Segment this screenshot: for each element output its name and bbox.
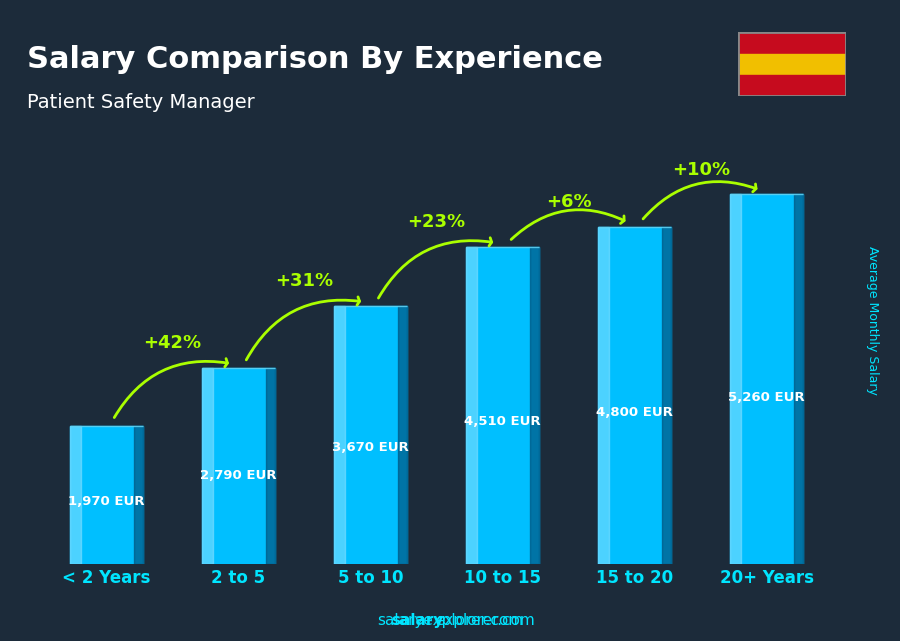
Text: salaryexplorer.com: salaryexplorer.com — [377, 613, 523, 628]
Bar — [202, 368, 274, 564]
Text: +10%: +10% — [671, 161, 730, 179]
Text: +42%: +42% — [143, 335, 202, 353]
Bar — [662, 227, 671, 564]
Bar — [398, 306, 407, 564]
Text: 3,670 EUR: 3,670 EUR — [332, 442, 409, 454]
Text: +6%: +6% — [545, 193, 591, 211]
Text: explorer.com: explorer.com — [435, 613, 535, 628]
Bar — [795, 194, 803, 564]
Text: Patient Safety Manager: Patient Safety Manager — [27, 93, 255, 112]
Bar — [134, 426, 142, 564]
Bar — [466, 247, 477, 564]
Text: +31%: +31% — [275, 272, 334, 290]
Bar — [738, 54, 846, 75]
Text: salary: salary — [392, 613, 444, 628]
Bar — [598, 227, 671, 564]
Bar — [598, 227, 609, 564]
Bar — [731, 194, 742, 564]
Bar — [70, 426, 142, 564]
Text: 5,260 EUR: 5,260 EUR — [728, 391, 806, 404]
Bar — [266, 368, 274, 564]
Bar — [202, 368, 213, 564]
Text: +23%: +23% — [408, 213, 465, 231]
Bar — [738, 75, 846, 96]
Bar — [334, 306, 407, 564]
Bar — [530, 247, 539, 564]
Text: 4,800 EUR: 4,800 EUR — [596, 406, 673, 419]
Bar — [334, 306, 345, 564]
Bar — [731, 194, 803, 564]
Bar — [466, 247, 539, 564]
Text: 1,970 EUR: 1,970 EUR — [68, 495, 145, 508]
Text: 2,790 EUR: 2,790 EUR — [200, 469, 276, 482]
Text: Average Monthly Salary: Average Monthly Salary — [867, 246, 879, 395]
Bar — [70, 426, 81, 564]
Text: Salary Comparison By Experience: Salary Comparison By Experience — [27, 45, 603, 74]
Bar — [738, 32, 846, 54]
Text: 4,510 EUR: 4,510 EUR — [464, 415, 541, 428]
